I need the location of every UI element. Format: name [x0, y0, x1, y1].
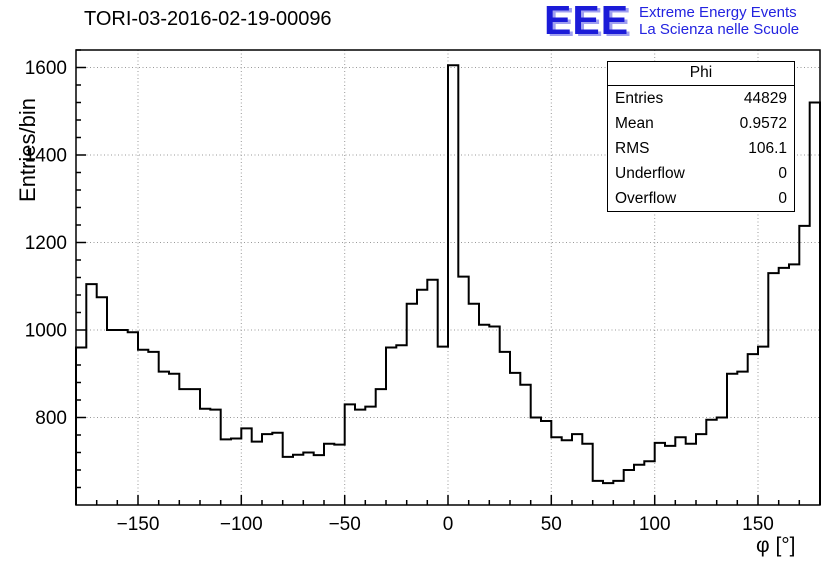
stats-box: Phi Entries 44829 Mean 0.9572 RMS 106.1 … [607, 61, 795, 212]
stats-row-overflow: Overflow 0 [608, 186, 794, 211]
stats-row-rms: RMS 106.1 [608, 136, 794, 161]
svg-text:1600: 1600 [25, 58, 67, 79]
svg-text:0: 0 [443, 514, 454, 535]
stats-label: Entries [615, 90, 664, 107]
stats-label: Underflow [615, 165, 685, 182]
histogram-line [75, 64, 821, 505]
stats-label: Overflow [615, 190, 677, 207]
stats-row-entries: Entries 44829 [608, 86, 794, 111]
stats-row-underflow: Underflow 0 [608, 161, 794, 186]
svg-text:800: 800 [35, 408, 67, 429]
eee-logo-caption: Extreme Energy Events La Scienza nelle S… [639, 0, 799, 38]
stats-value: 0 [778, 165, 787, 182]
stats-row-mean: Mean 0.9572 [608, 111, 794, 136]
page-title: TORI-03-2016-02-19-00096 [84, 8, 332, 30]
stats-value: 0.9572 [739, 115, 787, 132]
svg-text:100: 100 [639, 514, 671, 535]
svg-text:50: 50 [541, 514, 562, 535]
svg-text:1000: 1000 [25, 321, 67, 342]
eee-logo-acronym: EEE [544, 0, 630, 43]
stats-value: 44829 [743, 90, 787, 107]
svg-text:1200: 1200 [25, 233, 67, 254]
svg-text:−50: −50 [329, 514, 361, 535]
x-axis-title: φ [°] [756, 534, 796, 557]
y-axis-title: Entries/bin [15, 98, 40, 202]
svg-text:−100: −100 [220, 514, 263, 535]
eee-logo-line2: La Scienza nelle Scuole [639, 21, 800, 38]
svg-text:150: 150 [742, 514, 774, 535]
x-tick-labels: −150 −100 −50 0 50 100 150 [117, 514, 774, 535]
stats-title: Phi [608, 62, 794, 86]
stats-label: RMS [615, 140, 650, 157]
eee-logo: EEE Extreme Energy Events La Scienza nel… [544, 0, 799, 43]
y-axis-ticks [76, 49, 86, 489]
stats-value: 0 [778, 190, 787, 207]
svg-text:−150: −150 [117, 514, 160, 535]
x-axis-ticks [75, 495, 821, 505]
stats-label: Mean [615, 115, 654, 132]
y-tick-labels: 800 1000 1200 1400 1600 [25, 58, 67, 429]
eee-logo-line1: Extreme Energy Events [639, 4, 797, 21]
svg-text:1400: 1400 [25, 146, 67, 167]
stats-value: 106.1 [748, 140, 787, 157]
